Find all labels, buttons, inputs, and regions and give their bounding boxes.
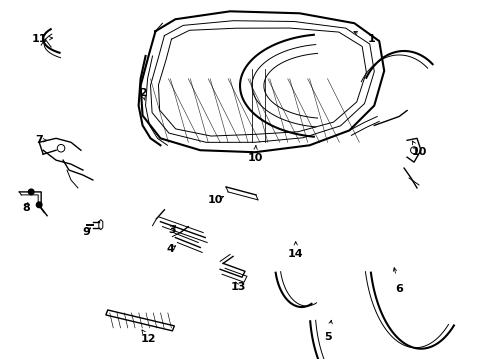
Text: 4: 4	[166, 244, 174, 255]
Text: 3: 3	[168, 225, 176, 235]
Text: 5: 5	[323, 332, 331, 342]
Circle shape	[28, 189, 34, 195]
Text: 10: 10	[410, 147, 426, 157]
Text: 12: 12	[141, 334, 156, 344]
Text: 10: 10	[247, 153, 262, 163]
Text: 6: 6	[394, 284, 402, 294]
Text: 13: 13	[230, 282, 245, 292]
Text: 1: 1	[366, 34, 374, 44]
Text: 11: 11	[31, 34, 47, 44]
Text: 9: 9	[82, 226, 90, 237]
Text: 2: 2	[139, 88, 146, 98]
Text: 10: 10	[207, 195, 223, 205]
Text: 8: 8	[22, 203, 30, 213]
Text: 7: 7	[35, 135, 43, 145]
Text: 14: 14	[287, 249, 303, 260]
Circle shape	[36, 202, 42, 208]
